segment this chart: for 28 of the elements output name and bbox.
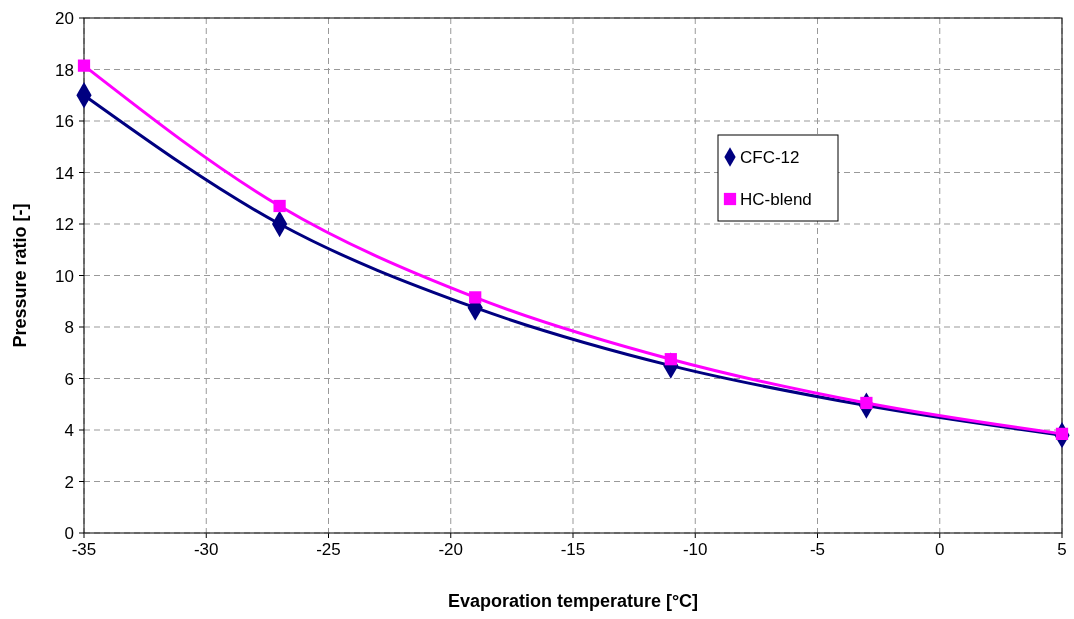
y-tick-label: 8 <box>64 318 74 337</box>
x-tick-label: 5 <box>1057 540 1067 559</box>
x-tick-label: -15 <box>560 540 586 559</box>
y-tick-label: 10 <box>55 266 74 286</box>
y-tick-label: 0 <box>64 524 74 543</box>
x-tick-label: -35 <box>71 540 97 559</box>
legend-label: CFC-12 <box>740 148 800 167</box>
legend-label: HC-blend <box>740 190 812 209</box>
y-tick-label: 12 <box>55 215 74 234</box>
y-axis-title: Pressure ratio [-] <box>10 203 30 348</box>
x-tick-label: -5 <box>809 540 826 559</box>
y-tick-label: 2 <box>64 472 74 492</box>
y-tick-label: 4 <box>64 421 74 440</box>
point <box>77 59 91 72</box>
x-axis-title: Evaporation temperature [°C] <box>447 591 699 611</box>
point <box>860 396 873 410</box>
y-tick-label: 14 <box>55 163 74 183</box>
x-tick-label: -10 <box>682 540 708 559</box>
point <box>273 199 286 213</box>
x-tick-label: -30 <box>193 540 219 559</box>
y-tick-label: 18 <box>55 60 74 80</box>
x-tick-label: 0 <box>935 540 945 559</box>
y-tick-label: 6 <box>64 369 74 389</box>
x-tick-label: -25 <box>316 540 341 559</box>
x-tick-label: -20 <box>438 540 464 559</box>
point <box>469 291 482 304</box>
y-tick-label: 16 <box>55 112 74 131</box>
y-tick-label: 20 <box>55 9 74 28</box>
